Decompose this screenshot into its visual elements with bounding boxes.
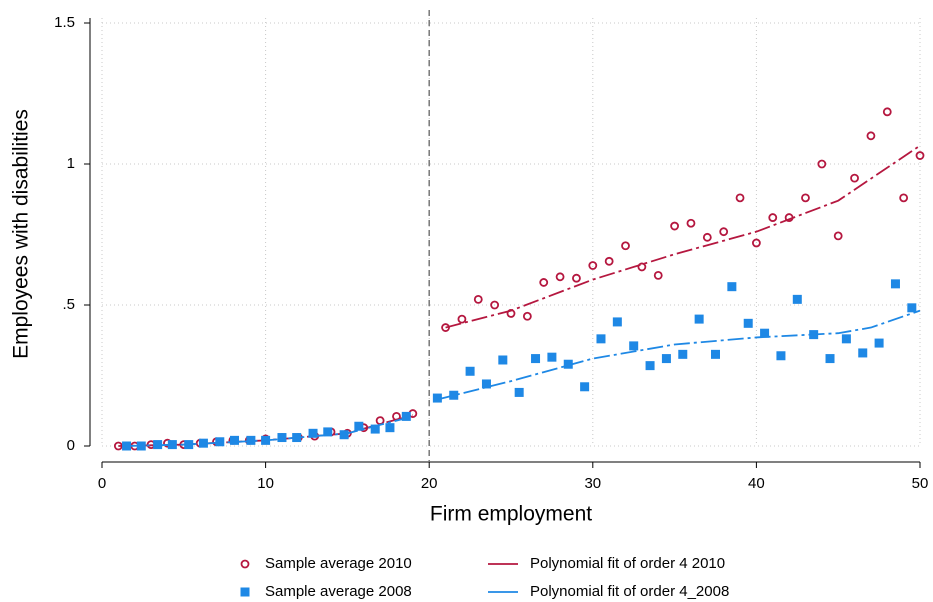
y-tick-label: 0	[67, 437, 75, 454]
x-tick-label: 0	[98, 475, 106, 492]
square-marker	[743, 318, 753, 328]
square-marker	[612, 317, 622, 327]
square-marker	[465, 366, 475, 376]
square-marker	[907, 303, 917, 313]
circle-marker	[522, 311, 532, 321]
square-marker	[629, 341, 639, 351]
legend-label: Sample average 2010	[265, 555, 412, 572]
y-tick-label: .5	[62, 296, 75, 313]
square-marker	[792, 294, 802, 304]
legend-swatch	[240, 587, 250, 597]
square-marker	[339, 430, 349, 440]
legend-label: Polynomial fit of order 4 2010	[530, 555, 725, 572]
x-tick-label: 40	[748, 475, 765, 492]
circle-marker	[719, 227, 729, 237]
y-axis-title: Employees with disabilities	[10, 109, 33, 359]
circle-marker	[621, 241, 630, 251]
circle-marker	[637, 262, 647, 272]
square-marker	[727, 282, 737, 292]
square-marker	[308, 428, 318, 438]
square-marker	[645, 361, 655, 371]
circle-marker	[899, 193, 909, 203]
legend-label: Polynomial fit of order 4_2008	[530, 583, 729, 600]
circle-marker	[752, 238, 761, 248]
square-marker	[760, 328, 770, 338]
square-marker	[514, 387, 524, 397]
y-tick-label: 1	[67, 155, 75, 172]
circle-marker	[833, 231, 843, 241]
legend-label: Sample average 2008	[265, 583, 412, 600]
square-marker	[547, 352, 557, 362]
x-tick-label: 50	[912, 475, 929, 492]
square-marker	[385, 423, 395, 433]
square-marker	[563, 359, 573, 369]
square-marker	[401, 411, 411, 421]
circle-marker	[473, 294, 483, 304]
x-tick-label: 10	[257, 475, 274, 492]
square-marker	[825, 354, 835, 364]
circle-marker	[555, 272, 565, 282]
circle-marker	[653, 270, 663, 280]
circle-marker	[801, 193, 810, 203]
circle-marker	[490, 300, 500, 310]
circle-marker	[539, 278, 549, 287]
circle-marker	[768, 213, 778, 222]
legend-swatch	[240, 559, 250, 569]
square-marker	[167, 440, 177, 450]
square-marker	[531, 354, 541, 364]
circle-marker	[375, 416, 385, 426]
x-axis-title: Firm employment	[430, 503, 592, 526]
square-marker	[661, 354, 671, 364]
square-marker	[580, 382, 590, 392]
circle-marker	[686, 218, 696, 228]
circle-marker	[588, 261, 598, 270]
circle-marker	[604, 256, 614, 266]
square-marker	[246, 435, 256, 445]
square-marker	[277, 433, 287, 443]
circle-marker	[572, 273, 581, 283]
square-marker	[711, 349, 720, 359]
square-marker	[432, 393, 442, 403]
circle-marker	[866, 131, 876, 141]
square-marker	[890, 279, 900, 289]
square-marker	[323, 427, 333, 437]
square-marker	[449, 390, 459, 400]
square-marker	[776, 351, 786, 361]
square-marker	[858, 348, 868, 358]
square-marker	[370, 424, 380, 434]
square-marker	[481, 379, 491, 389]
circle-marker	[670, 221, 679, 231]
fit-line	[126, 309, 921, 447]
square-marker	[215, 437, 225, 447]
circle-marker	[457, 314, 467, 324]
circle-marker	[882, 107, 892, 117]
square-marker	[498, 355, 508, 365]
y-tick-label: 1.5	[54, 14, 75, 31]
square-marker	[230, 435, 240, 445]
square-marker	[678, 349, 688, 359]
square-marker	[354, 421, 364, 431]
circle-marker	[702, 232, 712, 242]
square-marker	[694, 314, 704, 324]
x-tick-label: 20	[421, 475, 438, 492]
circle-marker	[915, 151, 925, 160]
circle-marker	[735, 193, 745, 203]
circle-marker	[850, 173, 859, 183]
circle-marker	[817, 159, 827, 169]
x-tick-label: 30	[584, 475, 601, 492]
square-marker	[874, 338, 884, 348]
square-marker	[596, 334, 606, 344]
square-marker	[841, 334, 851, 344]
